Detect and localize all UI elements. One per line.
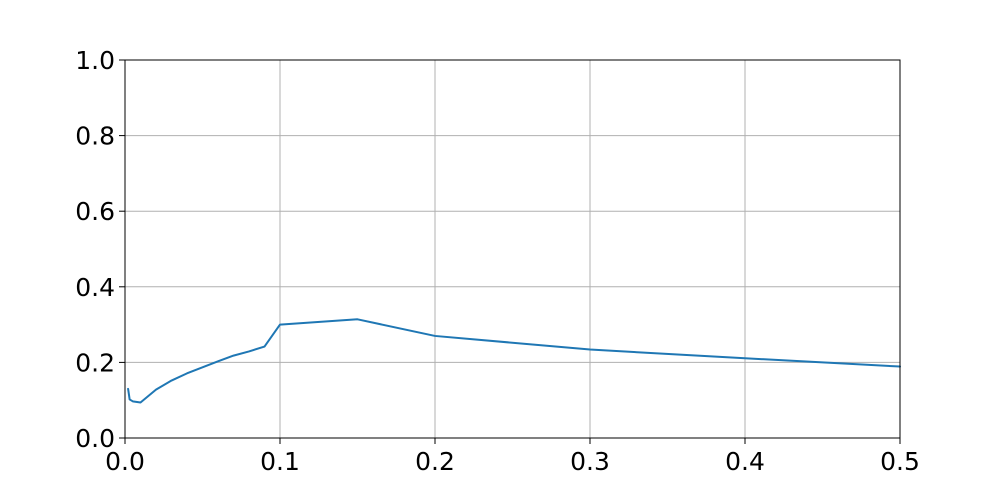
y-tick-label: 0.2 [75, 348, 115, 377]
x-tick-label: 0.4 [725, 447, 765, 476]
y-axis: 0.0 0.2 0.4 0.6 0.8 1.0 [75, 46, 125, 453]
x-axis: 0.0 0.1 0.2 0.3 0.4 0.5 [105, 438, 920, 476]
plot-area-frame [124, 59, 901, 439]
x-tick-label: 0.2 [415, 447, 455, 476]
series-layer [127, 318, 901, 404]
x-tick-label: 0.0 [105, 447, 145, 476]
x-tick-label: 0.1 [260, 447, 300, 476]
y-tick-label: 0.0 [75, 424, 115, 453]
x-tick-label: 0.3 [570, 447, 610, 476]
series-line [127, 318, 901, 404]
y-tick-label: 0.6 [75, 197, 115, 226]
y-tick-label: 0.4 [75, 273, 115, 302]
x-tick-label: 0.5 [880, 447, 920, 476]
y-tick-label: 1.0 [75, 46, 115, 75]
y-tick-label: 0.8 [75, 122, 115, 151]
